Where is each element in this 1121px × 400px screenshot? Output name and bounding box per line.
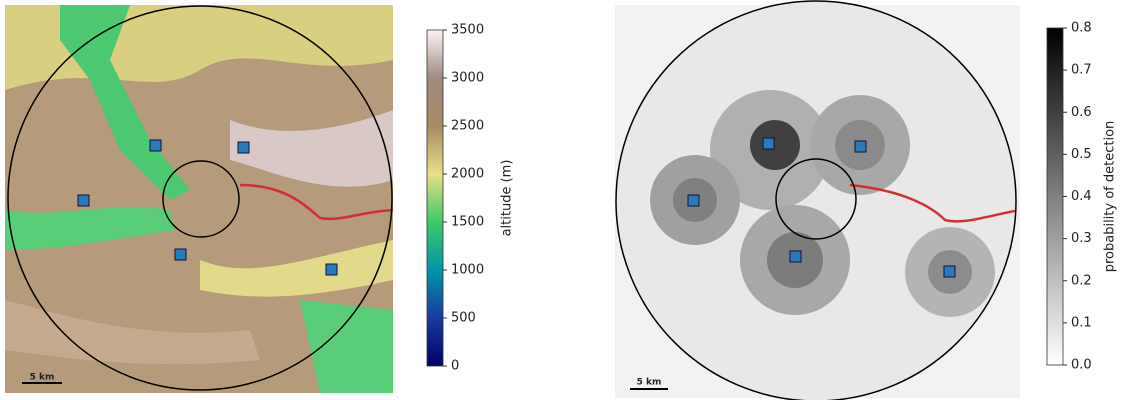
scale-bar-label: 5 km (637, 378, 662, 388)
colorbar-tick-label: 0.6 (1071, 105, 1092, 120)
colorbar (427, 30, 443, 366)
colorbar-label: probability of detection (1103, 121, 1118, 273)
colorbar-tick-label: 2500 (451, 119, 484, 134)
colorbar (1047, 28, 1063, 365)
colorbar-tick-label: 2000 (451, 167, 484, 182)
colorbar-tick-label: 0.2 (1071, 273, 1092, 288)
figure: 5 km 5 km 0 500 1000 1500 2000 2500 3000 3500 al… (0, 0, 1121, 400)
colorbar-tick-label: 3000 (451, 71, 484, 86)
colorbar-label: altitude (m) (500, 160, 515, 237)
scale-bar-label: 5 km (30, 373, 55, 383)
colorbar-tick-label: 3500 (451, 23, 484, 38)
colorbar-tick-label: 0.7 (1071, 63, 1092, 78)
colorbar-tick-label: 1000 (451, 263, 484, 278)
colorbar-tick-label: 0.5 (1071, 147, 1092, 162)
colorbar-tick-label: 0.1 (1071, 315, 1092, 330)
colorbar-tick-label: 0.8 (1071, 21, 1092, 36)
colorbar-tick-label: 0.3 (1071, 231, 1092, 246)
colorbar-tick-label: 0 (451, 359, 459, 374)
colorbar-tick-label: 1500 (451, 215, 484, 230)
colorbar-tick-label: 0.0 (1071, 358, 1092, 373)
colorbar-tick-label: 500 (451, 311, 476, 326)
colorbar-tick-label: 0.4 (1071, 189, 1092, 204)
